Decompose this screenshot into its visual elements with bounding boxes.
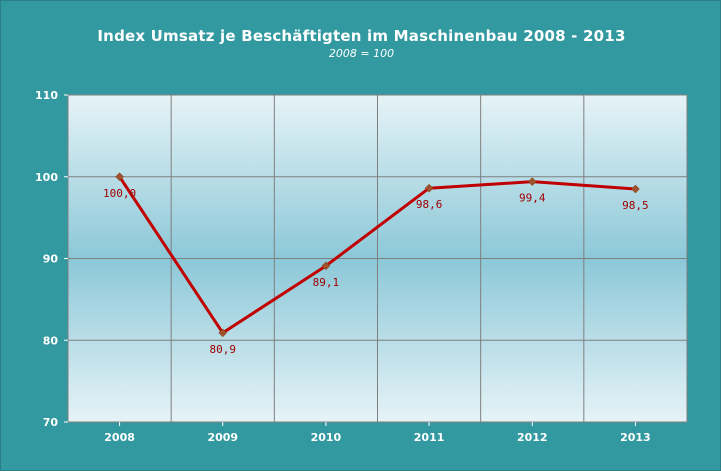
data-label: 99,4 bbox=[519, 192, 546, 205]
x-tick-label: 2013 bbox=[620, 431, 651, 444]
chart-subtitle: 2008 = 100 bbox=[328, 47, 395, 60]
data-labels: 100,0 80,9 89,1 98,6 99,4 98,5 bbox=[103, 187, 649, 356]
data-label: 89,1 bbox=[313, 276, 340, 289]
data-point-marker bbox=[218, 328, 228, 338]
data-label: 80,9 bbox=[210, 343, 237, 356]
series-layer bbox=[115, 172, 640, 338]
data-point-marker bbox=[631, 184, 640, 194]
data-label: 100,0 bbox=[103, 187, 136, 200]
x-tick-label: 2012 bbox=[517, 431, 548, 444]
chart-title: Index Umsatz je Beschäftigten im Maschin… bbox=[97, 27, 626, 45]
data-label: 98,5 bbox=[622, 199, 649, 212]
data-point-marker bbox=[115, 172, 124, 182]
series-line bbox=[118, 175, 636, 335]
data-point-marker bbox=[527, 177, 537, 187]
data-point-marker bbox=[424, 183, 434, 193]
x-tick-label: 2008 bbox=[104, 431, 135, 444]
data-point-marker bbox=[321, 261, 331, 271]
y-tick-label: 80 bbox=[43, 334, 59, 347]
x-axis: 2008 2009 2010 2011 2012 2013 bbox=[104, 422, 651, 444]
y-axis: 70 80 90 100 110 bbox=[35, 89, 68, 429]
x-tick-label: 2011 bbox=[414, 431, 445, 444]
gridlines bbox=[67, 94, 688, 423]
y-tick-label: 100 bbox=[35, 171, 58, 184]
y-tick-label: 70 bbox=[43, 416, 59, 429]
x-tick-label: 2009 bbox=[207, 431, 238, 444]
x-tick-label: 2010 bbox=[311, 431, 342, 444]
data-label: 98,6 bbox=[416, 198, 443, 211]
y-tick-label: 110 bbox=[35, 89, 58, 102]
y-tick-label: 90 bbox=[43, 253, 59, 266]
